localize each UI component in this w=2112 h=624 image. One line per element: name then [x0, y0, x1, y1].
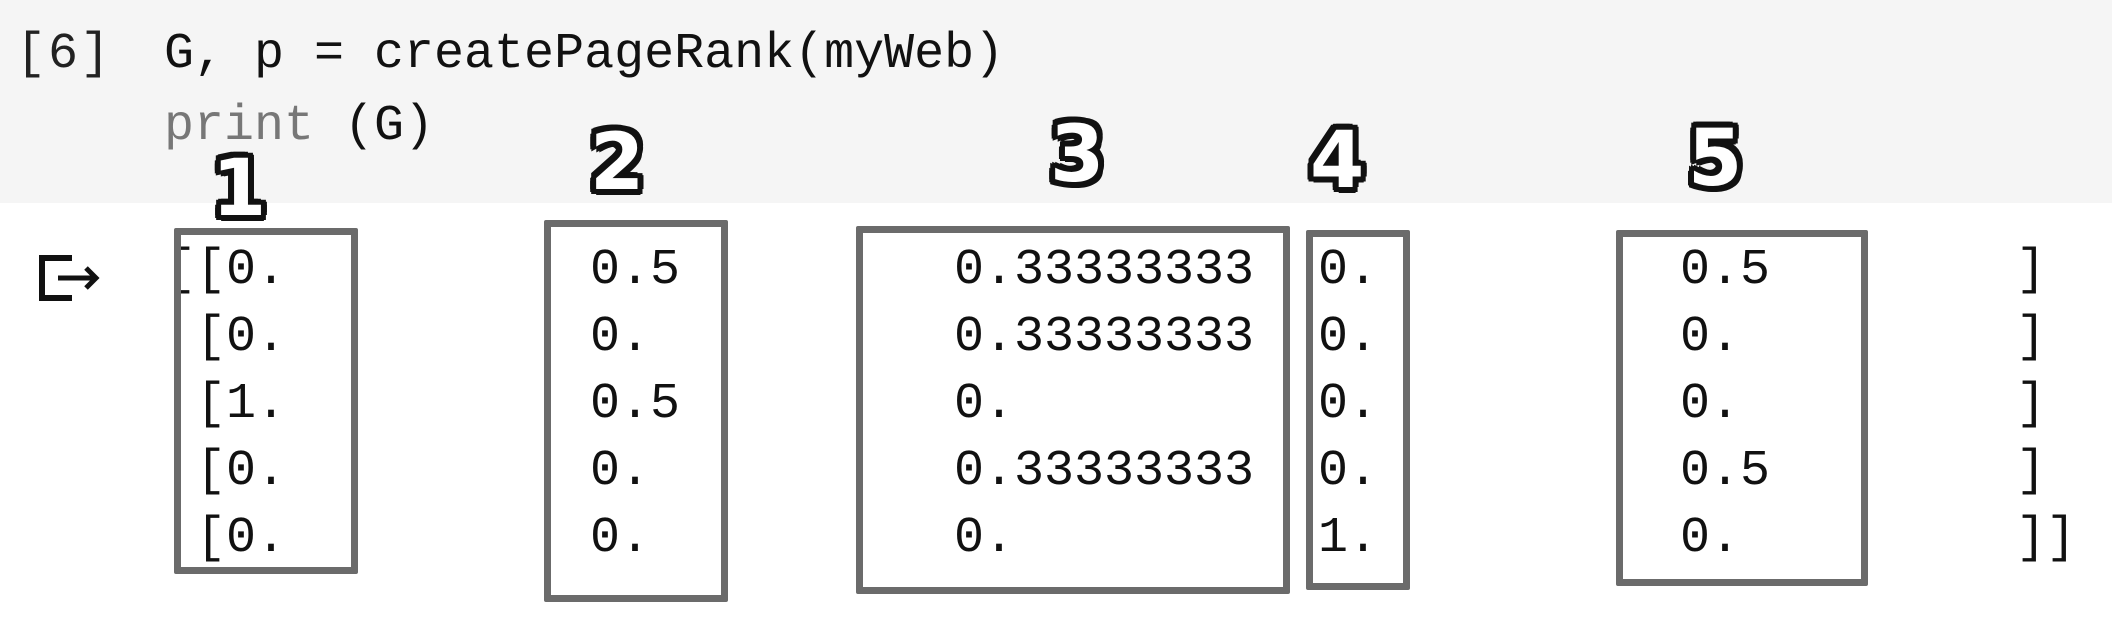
matrix-cell: 0. — [1318, 443, 1379, 500]
matrix-cell: [0. — [196, 443, 287, 500]
matrix-cell: 1. — [1318, 510, 1379, 567]
column-4-highlight-box — [1306, 230, 1410, 590]
matrix-cell: [0. — [196, 242, 287, 299]
matrix-row-close: ] — [2016, 443, 2047, 500]
label-3: 3 — [1050, 110, 1105, 200]
matrix-cell: 0.5 — [1680, 443, 1771, 500]
code-line-2[interactable]: print (G) — [164, 98, 434, 155]
matrix-cell: 0. — [1318, 376, 1379, 433]
matrix-cell: 0. — [954, 376, 1015, 433]
code-line-1[interactable]: G, p = createPageRank(myWeb) — [164, 26, 1005, 83]
matrix-cell: 0.33333333 — [954, 443, 1255, 500]
column-5-highlight-box — [1616, 230, 1868, 586]
column-2-highlight-box — [544, 220, 728, 602]
matrix-row-close: ] — [2016, 242, 2047, 299]
matrix-cell: [0. — [196, 510, 287, 567]
matrix-cell: 0.33333333 — [954, 242, 1255, 299]
label-4: 4 — [1310, 116, 1365, 206]
matrix-cell: 0. — [1680, 510, 1741, 567]
matrix-cell: 0. — [1318, 242, 1379, 299]
matrix-cell: [1. — [196, 376, 287, 433]
output-arrow-icon — [39, 255, 100, 301]
print-argument: (G) — [314, 98, 435, 155]
matrix-cell: 0. — [590, 510, 651, 567]
matrix-cell: 0. — [590, 443, 651, 500]
code-cell[interactable]: [6] G, p = createPageRank(myWeb) print (… — [0, 0, 2112, 203]
column-3-highlight-box — [856, 226, 1290, 594]
matrix-cell: 0. — [1680, 376, 1741, 433]
matrix-cell: 0.5 — [1680, 242, 1771, 299]
label-1: 1 — [212, 144, 267, 234]
matrix-cell: 0.5 — [590, 376, 681, 433]
print-keyword: print — [164, 98, 315, 155]
matrix-cell: 0. — [1318, 309, 1379, 366]
matrix-open-bracket: [ — [166, 242, 197, 299]
matrix-row-close: ]] — [2016, 510, 2077, 567]
label-2: 2 — [590, 118, 645, 208]
label-5: 5 — [1688, 114, 1743, 204]
matrix-row-close: ] — [2016, 309, 2047, 366]
execution-count: [6] — [16, 26, 113, 83]
matrix-cell: 0. — [954, 510, 1015, 567]
matrix-cell: 0. — [590, 309, 651, 366]
matrix-cell: 0.5 — [590, 242, 681, 299]
matrix-cell: 0. — [1680, 309, 1741, 366]
column-1-highlight-box — [174, 228, 358, 574]
matrix-row-close: ] — [2016, 376, 2047, 433]
matrix-cell: 0.33333333 — [954, 309, 1255, 366]
matrix-cell: [0. — [196, 309, 287, 366]
